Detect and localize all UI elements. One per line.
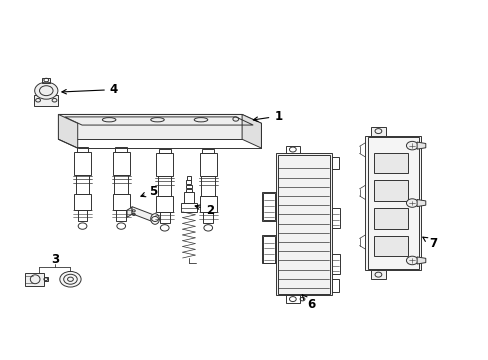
Bar xyxy=(199,153,217,176)
Bar xyxy=(42,77,50,82)
Bar xyxy=(114,175,128,194)
Bar xyxy=(263,236,274,262)
Bar xyxy=(74,194,91,210)
Polygon shape xyxy=(24,273,44,285)
Polygon shape xyxy=(58,114,78,148)
Bar xyxy=(203,212,213,222)
Bar xyxy=(183,192,193,203)
Ellipse shape xyxy=(150,214,159,224)
Bar xyxy=(158,176,171,196)
Polygon shape xyxy=(370,127,385,136)
Bar xyxy=(159,149,170,153)
Text: 5: 5 xyxy=(141,185,158,198)
Bar xyxy=(185,189,192,192)
Text: 3: 3 xyxy=(51,253,59,266)
Bar xyxy=(285,295,300,303)
Polygon shape xyxy=(34,95,58,105)
Bar xyxy=(156,196,173,212)
Bar xyxy=(365,136,420,270)
Bar xyxy=(181,203,196,212)
Circle shape xyxy=(35,82,58,99)
Bar xyxy=(186,176,190,180)
Bar xyxy=(373,236,407,256)
Bar xyxy=(285,145,300,153)
Bar xyxy=(201,176,215,196)
Polygon shape xyxy=(132,207,155,222)
Text: 1: 1 xyxy=(253,110,282,123)
Bar xyxy=(160,212,169,222)
Bar xyxy=(156,153,173,176)
Bar xyxy=(373,180,407,201)
Bar xyxy=(115,147,127,152)
Bar xyxy=(331,279,339,292)
Circle shape xyxy=(406,256,417,265)
Polygon shape xyxy=(58,114,242,139)
Bar xyxy=(74,152,91,175)
Bar xyxy=(277,155,329,294)
Circle shape xyxy=(60,271,81,287)
Bar xyxy=(186,180,191,184)
Bar xyxy=(77,147,88,152)
Polygon shape xyxy=(416,257,425,264)
Polygon shape xyxy=(58,114,261,123)
Bar xyxy=(199,196,217,212)
Text: 2: 2 xyxy=(195,204,213,217)
Polygon shape xyxy=(370,270,385,279)
Bar xyxy=(367,138,418,269)
Bar xyxy=(44,277,48,282)
Bar xyxy=(78,210,87,221)
Polygon shape xyxy=(416,199,425,207)
Text: 4: 4 xyxy=(62,83,118,96)
Bar xyxy=(331,157,339,169)
Bar xyxy=(116,210,126,221)
Bar xyxy=(185,185,191,188)
Text: 6: 6 xyxy=(302,295,315,311)
Bar xyxy=(275,153,331,295)
Bar xyxy=(262,192,275,221)
Bar xyxy=(112,194,130,210)
Bar xyxy=(331,255,340,274)
Text: 7: 7 xyxy=(422,237,436,250)
Circle shape xyxy=(406,199,417,207)
Polygon shape xyxy=(242,114,261,148)
Bar xyxy=(112,152,130,175)
Bar xyxy=(202,149,214,153)
Bar xyxy=(373,208,407,229)
Circle shape xyxy=(406,141,417,150)
Polygon shape xyxy=(416,142,425,149)
Bar xyxy=(331,208,340,228)
Polygon shape xyxy=(127,207,132,217)
Bar xyxy=(262,235,275,263)
Bar xyxy=(263,193,274,220)
Bar xyxy=(76,175,89,194)
Bar xyxy=(373,153,407,173)
